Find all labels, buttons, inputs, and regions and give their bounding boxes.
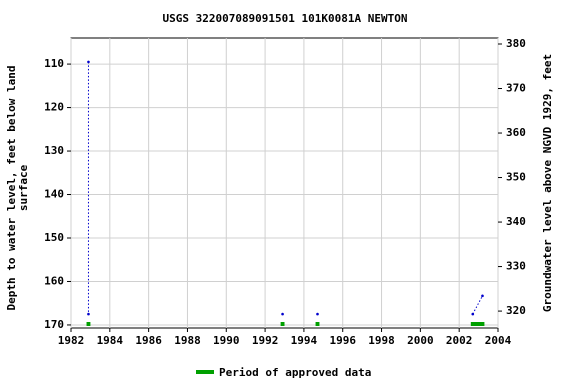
data-point xyxy=(481,294,484,298)
y-tick-label: 150 xyxy=(44,231,64,244)
chart-title: USGS 322007089091501 101K0081A NEWTON xyxy=(162,12,407,25)
approved-period xyxy=(470,322,485,326)
x-tick-label: 1994 xyxy=(291,334,318,347)
y2-tick-label: 380 xyxy=(506,37,526,50)
y2-tick-label: 320 xyxy=(506,304,526,317)
data-point xyxy=(87,60,90,64)
approved-period xyxy=(280,322,285,326)
x-tick-label: 1988 xyxy=(174,334,201,347)
x-tick-label: 1982 xyxy=(58,334,85,347)
approved-period xyxy=(315,322,320,326)
y2-tick-label: 360 xyxy=(506,126,526,139)
y-tick-label: 130 xyxy=(44,144,64,157)
y2-tick-label: 340 xyxy=(506,215,526,228)
x-tick-label: 1986 xyxy=(135,334,162,347)
y-tick-label: 170 xyxy=(44,318,64,331)
y2-tick-label: 370 xyxy=(506,82,526,95)
x-tick-label: 1984 xyxy=(97,334,124,347)
data-point xyxy=(471,312,475,316)
x-tick-label: 1996 xyxy=(329,334,356,347)
data-point xyxy=(281,312,284,316)
y-tick-label: 140 xyxy=(44,188,64,201)
x-tick-label: 1990 xyxy=(213,334,240,347)
y-tick-label: 160 xyxy=(44,274,64,287)
y-tick-label: 110 xyxy=(44,57,64,70)
x-tick-label: 1992 xyxy=(252,334,279,347)
data-point xyxy=(87,312,90,316)
approved-period xyxy=(86,322,91,326)
y2-axis-label: Groundwater level above NGVD 1929, feet xyxy=(541,54,554,312)
y2-tick-label: 350 xyxy=(506,171,526,184)
data-line xyxy=(87,61,483,315)
x-tick-label: 1998 xyxy=(368,334,395,347)
x-tick-label: 2002 xyxy=(446,334,473,347)
x-tick-label: 2004 xyxy=(485,334,512,347)
y-tick-label: 120 xyxy=(44,101,64,114)
data-point xyxy=(316,312,319,316)
legend-label: Period of approved data xyxy=(219,366,371,379)
y-axis-label: Depth to water level, feet below land xyxy=(5,65,18,310)
plot-frame xyxy=(70,37,499,329)
y2-tick-label: 330 xyxy=(506,260,526,273)
x-tick-label: 2000 xyxy=(407,334,434,347)
y-axis-label: surface xyxy=(17,164,30,211)
